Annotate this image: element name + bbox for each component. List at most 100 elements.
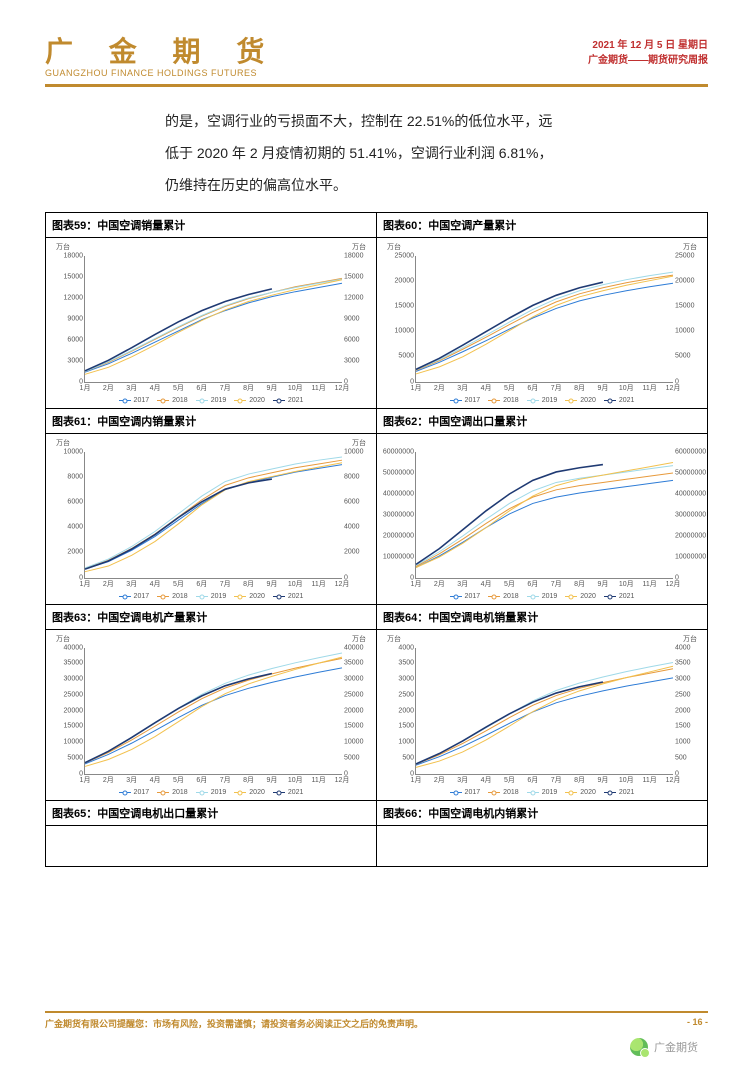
y-tick-right: 1000 [673, 739, 691, 746]
x-tick: 8月 [243, 774, 254, 785]
x-tick: 10月 [619, 578, 634, 589]
legend-swatch [119, 400, 131, 401]
chart-legend: 20172018201920202021 [58, 789, 364, 796]
legend-label: 2021 [288, 397, 304, 404]
legend-label: 2018 [172, 593, 188, 600]
y-tick: 20000 [395, 277, 416, 284]
y-tick: 25000 [395, 252, 416, 259]
y-tick-right: 60000000 [673, 448, 706, 455]
legend-swatch [119, 792, 131, 793]
y-tick: 10000 [64, 448, 85, 455]
y-tick: 40000 [64, 644, 85, 651]
watermark-label: 广金期货 [654, 1039, 698, 1055]
y-tick-right: 15000 [673, 302, 694, 309]
legend-item: 2017 [119, 789, 150, 796]
chart-title: 图表59：中国空调销量累计 [46, 213, 376, 238]
y-tick: 4000 [398, 644, 416, 651]
y-tick-right: 12000 [342, 294, 363, 301]
x-tick: 10月 [288, 578, 303, 589]
wechat-icon [630, 1038, 648, 1056]
y-tick-right: 10000000 [673, 553, 706, 560]
chart-title: 图表63：中国空调电机产量累计 [46, 605, 376, 630]
legend-label: 2017 [134, 397, 150, 404]
legend-label: 2018 [172, 397, 188, 404]
x-tick: 5月 [173, 774, 184, 785]
y-tick-right: 10000 [673, 328, 694, 335]
x-tick: 1月 [411, 382, 422, 393]
y-tick: 3000 [398, 676, 416, 683]
y-tick: 20000000 [383, 532, 416, 539]
x-tick: 5月 [504, 382, 515, 393]
legend-label: 2020 [580, 593, 596, 600]
legend-swatch [234, 792, 246, 793]
x-tick: 11月 [311, 578, 325, 589]
chart-body: 万台万台003000300060006000900090001200012000… [46, 238, 376, 408]
y-tick-right: 9000 [342, 315, 360, 322]
y-tick: 20000 [64, 707, 85, 714]
x-tick: 2月 [434, 578, 445, 589]
x-tick: 9月 [597, 774, 608, 785]
y-tick: 15000 [395, 302, 416, 309]
legend-item: 2019 [196, 789, 227, 796]
x-tick: 7月 [551, 382, 562, 393]
y-tick-right: 8000 [342, 473, 360, 480]
axis-unit-left: 万台 [56, 438, 70, 448]
y-tick: 6000 [67, 498, 85, 505]
legend-label: 2019 [211, 789, 227, 796]
y-tick-right: 20000 [673, 277, 694, 284]
y-tick: 500 [402, 754, 416, 761]
y-tick: 25000 [64, 691, 85, 698]
y-tick-right: 10000 [342, 739, 363, 746]
y-tick-right: 3000 [342, 357, 360, 364]
series-line-2019 [85, 279, 342, 371]
legend-swatch [488, 400, 500, 401]
y-tick-right: 2000 [342, 549, 360, 556]
x-tick: 6月 [527, 774, 538, 785]
y-tick-right: 15000 [342, 273, 363, 280]
y-tick: 1500 [398, 723, 416, 730]
axis-unit-right: 万台 [352, 634, 366, 644]
y-tick-right: 5000 [673, 353, 691, 360]
x-tick: 4月 [481, 578, 492, 589]
x-tick: 9月 [597, 578, 608, 589]
legend-swatch [273, 596, 285, 597]
x-tick: 2月 [103, 382, 114, 393]
chart-title: 图表66：中国空调电机内销累计 [377, 801, 707, 826]
y-tick-right: 50000000 [673, 469, 706, 476]
chart-plot: 0020002000400040006000600080008000100001… [84, 452, 342, 579]
legend-item: 2020 [565, 397, 596, 404]
x-tick: 6月 [196, 774, 207, 785]
x-tick: 3月 [457, 774, 468, 785]
series-line-2019 [416, 662, 673, 763]
legend-item: 2020 [565, 789, 596, 796]
x-tick: 2月 [103, 578, 114, 589]
header-subtitle: 广金期货——期货研究周报 [588, 53, 708, 68]
x-tick: 10月 [288, 774, 303, 785]
page-header: 广 金 期 货 GUANGZHOU FINANCE HOLDINGS FUTUR… [45, 30, 708, 87]
axis-unit-left: 万台 [56, 242, 70, 252]
x-tick: 1月 [80, 774, 91, 785]
legend-item: 2021 [604, 593, 635, 600]
chart-title: 图表60：中国空调产量累计 [377, 213, 707, 238]
x-tick: 8月 [574, 382, 585, 393]
legend-label: 2019 [542, 593, 558, 600]
axis-unit-right: 万台 [352, 438, 366, 448]
legend-swatch [488, 792, 500, 793]
legend-item: 2017 [450, 397, 481, 404]
y-tick-right: 6000 [342, 336, 360, 343]
chart-lines [416, 452, 673, 578]
series-line-2021 [85, 288, 272, 370]
y-tick: 35000 [64, 660, 85, 667]
legend-swatch [527, 400, 539, 401]
body-line-3: 仍维持在历史的偏高位水平。 [165, 169, 708, 201]
series-line-2018 [85, 278, 342, 371]
x-tick: 11月 [642, 578, 656, 589]
legend-label: 2021 [288, 789, 304, 796]
x-tick: 1月 [411, 774, 422, 785]
x-tick: 12月 [666, 382, 681, 393]
x-tick: 3月 [126, 774, 137, 785]
legend-item: 2020 [565, 593, 596, 600]
legend-label: 2017 [465, 397, 481, 404]
y-tick-right: 15000 [342, 723, 363, 730]
legend-label: 2019 [211, 397, 227, 404]
